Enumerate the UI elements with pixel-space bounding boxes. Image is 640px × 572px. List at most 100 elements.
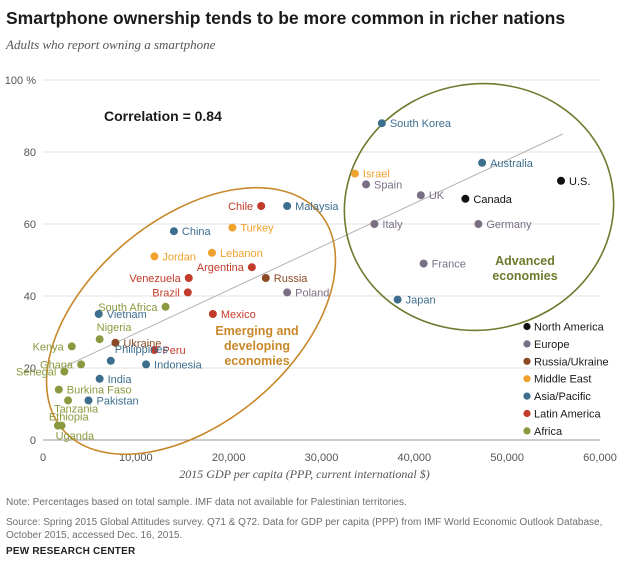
point-label: China bbox=[182, 226, 212, 238]
point-argentina bbox=[247, 263, 256, 272]
x-tick-label: 30,000 bbox=[305, 452, 339, 464]
legend-label: Africa bbox=[534, 426, 563, 438]
emerging-label-line: economies bbox=[224, 354, 289, 368]
emerging-economies-ellipse bbox=[45, 186, 337, 456]
point-uganda bbox=[57, 421, 66, 430]
legend-marker bbox=[523, 427, 531, 435]
point-label: Pakistan bbox=[96, 395, 138, 407]
chart-subtitle: Adults who report owning a smartphone bbox=[6, 37, 216, 52]
y-tick-label: 80 bbox=[24, 147, 36, 159]
point-label: Poland bbox=[295, 287, 329, 299]
point-label: Indonesia bbox=[154, 359, 203, 371]
point-label: South Korea bbox=[390, 118, 452, 130]
point-philippines bbox=[106, 356, 115, 365]
advanced-label-line: Advanced bbox=[495, 254, 555, 268]
point-japan bbox=[393, 295, 402, 304]
source-note: Source: Spring 2015 Global Attitudes sur… bbox=[6, 517, 603, 541]
point-vietnam bbox=[94, 310, 103, 318]
point-label: Turkey bbox=[240, 223, 274, 235]
point-lebanon bbox=[207, 248, 216, 257]
y-tick-label: 60 bbox=[24, 219, 36, 231]
point-germany bbox=[474, 220, 483, 228]
legend-label: Russia/Ukraine bbox=[534, 356, 609, 368]
point-label: Tanzania bbox=[54, 403, 99, 415]
x-tick-label: 0 bbox=[40, 452, 46, 464]
point-label: India bbox=[108, 374, 133, 386]
point-label: Peru bbox=[162, 345, 185, 357]
point-peru bbox=[150, 346, 159, 354]
trend-line bbox=[61, 133, 564, 369]
point-france bbox=[419, 259, 428, 268]
point-label: Jordan bbox=[162, 251, 196, 263]
legend-label: North America bbox=[534, 322, 605, 334]
chart-title: Smartphone ownership tends to be more co… bbox=[6, 8, 566, 28]
footnote: Note: Percentages based on total sample.… bbox=[6, 497, 407, 508]
point-australia bbox=[478, 158, 487, 167]
point-kenya bbox=[67, 342, 76, 351]
point-india bbox=[95, 374, 104, 383]
point-label: Germany bbox=[486, 219, 532, 231]
point-label: France bbox=[432, 259, 466, 271]
point-u-s- bbox=[557, 176, 566, 185]
x-axis-label: 2015 GDP per capita (PPP, current intern… bbox=[179, 467, 429, 481]
point-burkina-faso bbox=[54, 385, 63, 394]
x-tick-label: 60,000 bbox=[583, 452, 617, 464]
point-brazil bbox=[183, 288, 192, 297]
y-tick-label: 40 bbox=[24, 291, 36, 303]
legend-marker bbox=[523, 322, 531, 331]
emerging-economies-label: Emerging and developing economies bbox=[215, 324, 298, 368]
point-label: Nigeria bbox=[97, 322, 133, 334]
point-nigeria bbox=[95, 335, 104, 344]
point-russia bbox=[261, 274, 270, 282]
legend-label: Asia/Pacific bbox=[534, 391, 591, 403]
point-indonesia bbox=[142, 360, 151, 369]
point-south-africa bbox=[161, 302, 170, 311]
point-label: Mexico bbox=[221, 309, 256, 321]
legend-marker bbox=[523, 375, 531, 383]
y-tick-label: 0 bbox=[30, 435, 36, 447]
point-ukraine bbox=[111, 338, 120, 347]
point-label: Italy bbox=[382, 219, 403, 231]
point-pakistan bbox=[84, 396, 93, 405]
point-label: U.S. bbox=[569, 176, 590, 188]
point-uk bbox=[416, 191, 425, 200]
point-label: Venezuela bbox=[129, 273, 181, 285]
point-label: Chile bbox=[228, 201, 253, 213]
point-label: Senegal bbox=[16, 367, 56, 379]
brand-logo: PEW RESEARCH CENTER bbox=[6, 546, 136, 557]
x-tick-label: 40,000 bbox=[398, 452, 432, 464]
point-south-korea bbox=[377, 119, 386, 128]
advanced-label-line: economies bbox=[492, 269, 557, 283]
point-label: Lebanon bbox=[220, 248, 263, 260]
legend-label: Europe bbox=[534, 339, 569, 351]
emerging-label-line: Emerging and bbox=[215, 324, 298, 338]
advanced-economies-label: Advanced economies bbox=[492, 254, 557, 283]
point-spain bbox=[362, 180, 371, 189]
legend-marker bbox=[523, 392, 531, 400]
point-ghana bbox=[77, 360, 86, 369]
point-jordan bbox=[150, 252, 159, 261]
legend-marker bbox=[523, 409, 531, 418]
point-label: Australia bbox=[490, 158, 534, 170]
point-turkey bbox=[228, 223, 237, 232]
point-label: Argentina bbox=[197, 262, 245, 274]
point-label: Canada bbox=[473, 194, 512, 206]
point-tanzania bbox=[64, 396, 73, 405]
point-label: Kenya bbox=[33, 341, 65, 353]
x-tick-label: 50,000 bbox=[490, 452, 524, 464]
y-tick-label: 100 % bbox=[5, 75, 36, 87]
point-label: Malaysia bbox=[295, 201, 339, 213]
y-tick-label: 20 bbox=[24, 363, 36, 375]
legend-label: Latin America bbox=[534, 409, 602, 421]
legend-marker bbox=[523, 357, 531, 365]
point-label: Philippines bbox=[115, 344, 169, 356]
point-china bbox=[169, 227, 178, 236]
point-label: Vietnam bbox=[107, 309, 147, 321]
point-label: Japan bbox=[406, 295, 436, 307]
point-malaysia bbox=[283, 202, 292, 210]
legend-marker bbox=[523, 340, 531, 348]
emerging-label-line: developing bbox=[224, 339, 290, 353]
x-tick-label: 20,000 bbox=[212, 452, 246, 464]
advanced-economies-ellipse bbox=[343, 82, 615, 332]
